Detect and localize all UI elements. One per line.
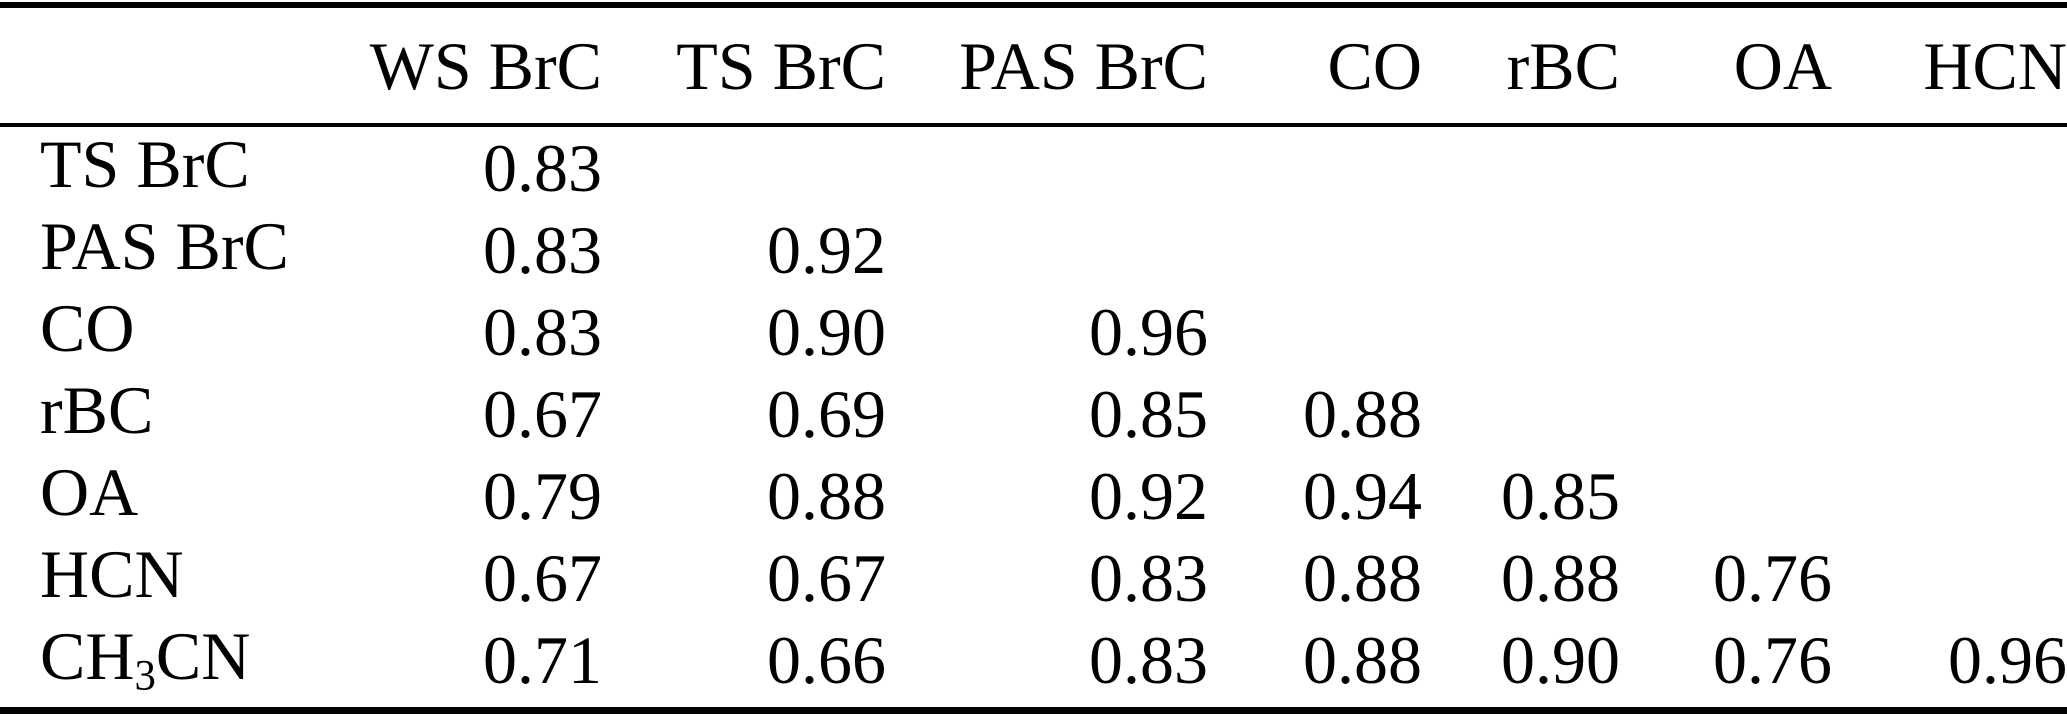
correlation-cell: 0.85 <box>1501 458 1620 534</box>
correlation-cell: 0.83 <box>483 212 602 288</box>
correlation-cell: 0.92 <box>1089 458 1208 534</box>
correlation-cell <box>886 125 1208 209</box>
table-row-pas-brc: PAS BrC 0.83 0.92 <box>0 209 2067 291</box>
correlation-cell <box>1620 373 1832 455</box>
row-label-text: CH <box>40 617 135 694</box>
row-label-co: CO <box>0 291 360 373</box>
correlation-cell <box>1832 455 2067 537</box>
correlation-cell: 0.88 <box>1303 376 1422 452</box>
correlation-cell: 0.90 <box>767 294 886 370</box>
column-header-co: CO <box>1208 8 1422 127</box>
correlation-cell: 0.83 <box>1089 622 1208 698</box>
correlation-cell <box>602 125 886 209</box>
row-label-text: OA <box>40 453 139 530</box>
row-label-pas-brc: PAS BrC <box>0 209 360 291</box>
correlation-cell: 0.88 <box>1303 540 1422 616</box>
correlation-cell: 0.76 <box>1713 622 1832 698</box>
correlation-cell <box>1620 209 1832 291</box>
row-label-text: PAS BrC <box>40 207 289 284</box>
correlation-cell <box>1208 291 1422 373</box>
correlation-table: WS BrC TS BrC PAS BrC CO rBC OA HCN TS B… <box>0 8 2067 701</box>
row-label-text: rBC <box>40 371 154 448</box>
correlation-cell: 0.94 <box>1303 458 1422 534</box>
correlation-cell: 0.88 <box>1501 540 1620 616</box>
row-label-subscript: 3 <box>134 652 156 700</box>
correlation-cell <box>1422 209 1620 291</box>
column-header-oa: OA <box>1620 8 1832 127</box>
correlation-cell <box>886 209 1208 291</box>
correlation-cell: 0.96 <box>1948 622 2067 698</box>
table-row-ts-brc: TS BrC 0.83 <box>0 125 2067 209</box>
correlation-cell: 0.88 <box>1303 622 1422 698</box>
correlation-cell: 0.83 <box>1089 540 1208 616</box>
row-label-text: TS BrC <box>40 125 250 202</box>
correlation-cell: 0.92 <box>767 212 886 288</box>
column-header-pas-brc: PAS BrC <box>886 8 1208 127</box>
correlation-cell <box>1620 125 1832 209</box>
correlation-cell: 0.67 <box>767 540 886 616</box>
correlation-cell <box>1422 125 1620 209</box>
row-label-oa: OA <box>0 455 360 537</box>
correlation-cell <box>1620 455 1832 537</box>
table-row-rbc: rBC 0.67 0.69 0.85 0.88 <box>0 373 2067 455</box>
row-label-rbc: rBC <box>0 373 360 455</box>
row-label-text: CO <box>40 289 135 366</box>
table-row-oa: OA 0.79 0.88 0.92 0.94 0.85 <box>0 455 2067 537</box>
bottom-rule <box>0 707 2067 714</box>
table-row-co: CO 0.83 0.90 0.96 <box>0 291 2067 373</box>
correlation-cell <box>1620 291 1832 373</box>
correlation-cell <box>1208 125 1422 209</box>
correlation-cell: 0.79 <box>483 458 602 534</box>
correlation-cell: 0.69 <box>767 376 886 452</box>
correlation-cell: 0.83 <box>483 130 602 206</box>
row-label-hcn: HCN <box>0 537 360 619</box>
row-label-text: CN <box>155 617 251 694</box>
correlation-cell: 0.96 <box>1089 294 1208 370</box>
row-label-text: HCN <box>40 535 184 612</box>
column-header-hcn: HCN <box>1832 8 2067 127</box>
table-row-hcn: HCN 0.67 0.67 0.83 0.88 0.88 0.76 <box>0 537 2067 619</box>
column-header-ts-brc: TS BrC <box>602 8 886 127</box>
correlation-cell: 0.90 <box>1501 622 1620 698</box>
table-header-row: WS BrC TS BrC PAS BrC CO rBC OA HCN <box>0 8 2067 127</box>
correlation-cell: 0.71 <box>483 622 602 698</box>
correlation-cell: 0.67 <box>483 376 602 452</box>
correlation-cell: 0.76 <box>1713 540 1832 616</box>
correlation-cell <box>1832 125 2067 209</box>
row-label-ch3cn: CH3CN <box>0 619 360 701</box>
correlation-cell: 0.85 <box>1089 376 1208 452</box>
column-header-rbc: rBC <box>1422 8 1620 127</box>
column-header-ws-brc: WS BrC <box>360 8 602 127</box>
correlation-cell: 0.67 <box>483 540 602 616</box>
correlation-cell <box>1208 209 1422 291</box>
correlation-cell <box>1832 209 2067 291</box>
correlation-cell <box>1832 373 2067 455</box>
correlation-cell: 0.88 <box>767 458 886 534</box>
top-rule <box>0 2 2067 8</box>
correlation-cell <box>1422 373 1620 455</box>
row-label-ts-brc: TS BrC <box>0 125 360 209</box>
correlation-cell: 0.83 <box>483 294 602 370</box>
correlation-cell <box>1832 291 2067 373</box>
correlation-cell <box>1832 537 2067 619</box>
correlation-cell <box>1422 291 1620 373</box>
corner-cell <box>0 8 360 127</box>
correlation-cell: 0.66 <box>767 622 886 698</box>
table-row-ch3cn: CH3CN 0.71 0.66 0.83 0.88 0.90 0.76 0.96 <box>0 619 2067 701</box>
